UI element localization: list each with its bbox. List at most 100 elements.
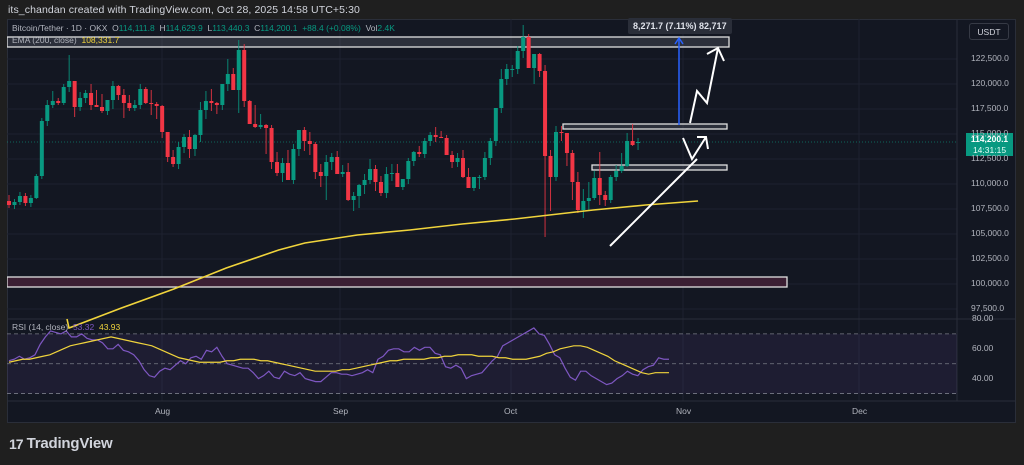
price-chart[interactable] <box>7 19 1016 423</box>
price-axis-label: 112,500.0 <box>971 153 1009 163</box>
candle-body <box>619 166 624 171</box>
candle-body <box>143 89 148 103</box>
candle-body <box>132 105 137 108</box>
candle-body <box>564 133 569 153</box>
price-axis-label: 107,500.0 <box>971 203 1009 213</box>
candle-body <box>559 132 564 133</box>
candle-body <box>67 81 72 87</box>
candle-body <box>400 179 405 187</box>
candle-body <box>581 201 586 210</box>
candle-body <box>296 130 301 149</box>
change-value: +88.4 (+0.08%) <box>302 23 361 33</box>
ema-legend[interactable]: EMA (200, close) 108,331.7 <box>12 35 119 45</box>
time-axis-label: Aug <box>155 406 171 416</box>
candle-body <box>138 89 143 105</box>
candle-body <box>362 180 367 185</box>
price-axis-label: 117,500.0 <box>971 103 1009 113</box>
candle-body <box>532 54 537 68</box>
last-price-tag: 114,200.1 14:31:15 <box>966 133 1013 156</box>
candle-body <box>203 101 208 110</box>
candle-body <box>450 155 455 162</box>
symbol-name[interactable]: Bitcoin/Tether · 1D · OKX <box>12 23 108 33</box>
candle-body <box>488 141 493 158</box>
price-axis-label: 122,500.0 <box>971 53 1009 63</box>
currency-button[interactable]: USDT <box>969 23 1009 40</box>
open-value: 114,111.8 <box>118 23 155 33</box>
candle-body <box>597 178 602 195</box>
candle-body <box>23 196 28 203</box>
candle-body <box>116 86 121 95</box>
low-label: L <box>207 23 213 33</box>
candle-body <box>127 103 132 108</box>
candle-body <box>302 130 307 141</box>
projection-arrow-low <box>682 136 707 162</box>
candle-body <box>198 110 203 135</box>
candle-body <box>625 141 630 166</box>
candle-body <box>373 169 378 182</box>
candle-body <box>45 105 50 121</box>
candle-body <box>17 196 22 202</box>
candle-body <box>78 98 83 107</box>
candle-body <box>253 124 258 127</box>
candle-body <box>477 177 482 178</box>
candle-body <box>335 157 340 174</box>
candle-body <box>357 185 362 196</box>
candle-body <box>83 93 88 98</box>
projection-arrow-high <box>689 47 719 124</box>
candle-body <box>630 141 635 145</box>
candle-body <box>94 105 99 107</box>
price-axis-label: 97,500.0 <box>971 303 1005 313</box>
resistance-zone-mid <box>562 123 728 130</box>
candle-body <box>548 156 553 177</box>
candle-body <box>510 69 515 70</box>
candle-body <box>504 69 509 79</box>
close-value: 114,200.1 <box>260 23 298 33</box>
rsi-legend[interactable]: RSI (14, close) 53.32 43.93 <box>12 322 120 332</box>
time-axis-label: Dec <box>852 406 868 416</box>
candle-body <box>154 104 159 106</box>
rsi-label: RSI (14, close) <box>12 322 69 332</box>
candle-body <box>521 37 526 51</box>
rsi-ma-value: 43.93 <box>98 322 121 332</box>
candle-body <box>395 173 400 187</box>
candle-body <box>242 50 247 101</box>
rising-trendline <box>609 158 698 247</box>
candle-body <box>149 103 154 104</box>
candle-body <box>433 135 438 137</box>
candle-body <box>28 198 33 203</box>
candle-body <box>603 195 608 200</box>
candle-body <box>378 182 383 193</box>
candle-body <box>12 202 17 205</box>
candle-body <box>428 135 433 141</box>
chart-credit: its_chandan created with TradingView.com… <box>8 4 360 16</box>
projection-arrowhead-low <box>697 136 709 150</box>
candle-body <box>384 174 389 193</box>
candle-body <box>575 182 580 210</box>
support-zone <box>7 276 788 288</box>
symbol-legend: Bitcoin/Tether · 1D · OKX O114,111.8 H11… <box>12 23 395 33</box>
candle-body <box>291 149 296 180</box>
volume-value: 2.4K <box>377 23 395 33</box>
candle-body <box>280 163 285 173</box>
candle-body <box>444 138 449 155</box>
candle-body <box>406 161 411 179</box>
rsi-value: 53.32 <box>72 322 95 332</box>
candle-body <box>570 153 575 182</box>
candle-body <box>422 141 427 154</box>
candle-body <box>220 84 225 105</box>
measure-arrow-head <box>674 36 684 45</box>
price-axis-label: 110,000.0 <box>971 178 1009 188</box>
candle-body <box>318 172 323 176</box>
candle-body <box>285 163 290 180</box>
brand-name: TradingView <box>26 435 113 452</box>
candle-body <box>7 201 11 205</box>
candle-body <box>482 158 487 177</box>
candle-body <box>346 172 351 200</box>
high-label: H <box>159 23 166 33</box>
candle-body <box>61 87 66 103</box>
candle-body <box>231 74 236 90</box>
ema-200-line <box>66 200 699 330</box>
candle-body <box>121 95 126 103</box>
ema-label: EMA (200, close) <box>12 35 77 45</box>
bar-countdown: 14:31:15 <box>972 145 1007 155</box>
